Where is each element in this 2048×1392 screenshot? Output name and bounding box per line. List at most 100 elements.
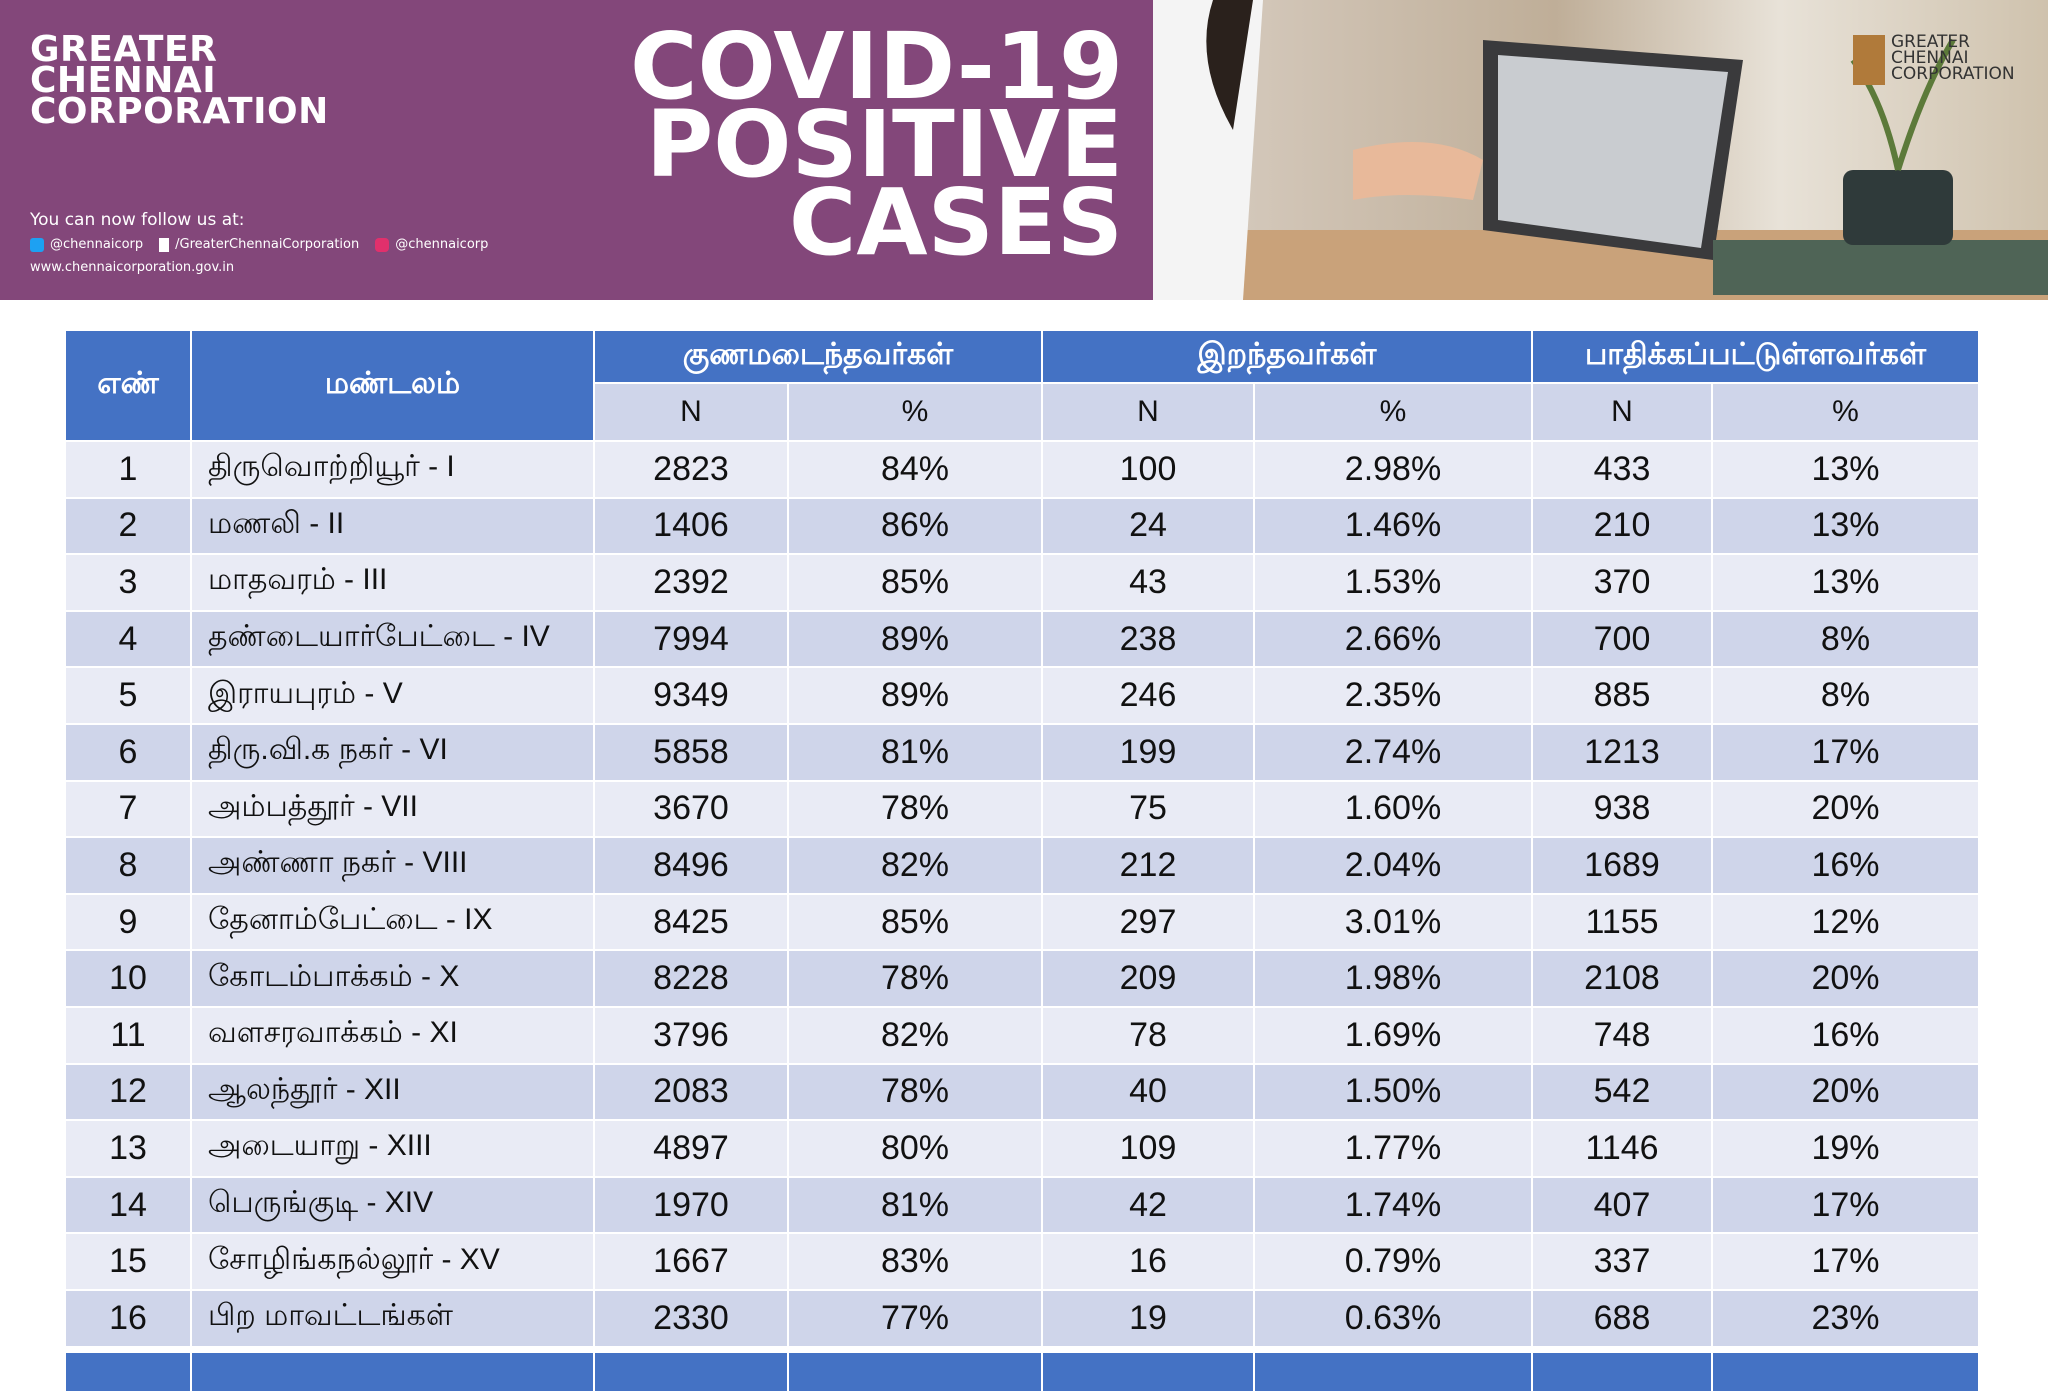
zone-cell: தேனாம்பேட்டை - IX bbox=[191, 893, 594, 951]
subheader: N bbox=[1042, 383, 1254, 441]
data-cell: 7 bbox=[65, 780, 191, 838]
data-cell: 885 bbox=[1532, 667, 1712, 724]
zone-cell: வளசரவாக்கம் - XI bbox=[191, 1007, 594, 1064]
zone-cell: பிற மாவட்டங்கள் bbox=[191, 1290, 594, 1347]
data-cell: 370 bbox=[1532, 554, 1712, 611]
data-cell: 4 bbox=[65, 610, 191, 668]
data-cell: 2.35% bbox=[1254, 667, 1532, 724]
data-cell: 78 bbox=[1042, 1007, 1254, 1064]
data-cell: 209 bbox=[1042, 950, 1254, 1007]
data-cell: 16% bbox=[1712, 837, 1979, 894]
data-cell: 84% bbox=[788, 441, 1042, 498]
data-cell: 1667 bbox=[594, 1233, 788, 1290]
data-cell: 1.53% bbox=[1254, 554, 1532, 611]
data-cell: 0.63% bbox=[1254, 1290, 1532, 1347]
total-row-cell bbox=[594, 1351, 788, 1392]
data-cell: 85% bbox=[788, 554, 1042, 611]
data-cell: 24 bbox=[1042, 497, 1254, 555]
data-cell: 2108 bbox=[1532, 950, 1712, 1007]
title-line: POSITIVE bbox=[645, 91, 1123, 198]
data-cell: 77% bbox=[788, 1290, 1042, 1347]
data-cell: 23% bbox=[1712, 1290, 1979, 1347]
data-cell: 85% bbox=[788, 893, 1042, 951]
data-cell: 0.79% bbox=[1254, 1233, 1532, 1290]
data-cell: 13 bbox=[65, 1120, 191, 1177]
data-cell: 2392 bbox=[594, 554, 788, 611]
data-cell: 2.66% bbox=[1254, 610, 1532, 668]
zone-cell: ஆலந்தூர் - XII bbox=[191, 1063, 594, 1121]
data-cell: 542 bbox=[1532, 1063, 1712, 1121]
data-cell: 246 bbox=[1042, 667, 1254, 724]
total-row-cell bbox=[191, 1351, 594, 1392]
data-cell: 8 bbox=[65, 837, 191, 894]
data-cell: 210 bbox=[1532, 497, 1712, 555]
data-cell: 1406 bbox=[594, 497, 788, 555]
data-cell: 212 bbox=[1042, 837, 1254, 894]
data-cell: 4897 bbox=[594, 1120, 788, 1177]
data-cell: 8% bbox=[1712, 667, 1979, 724]
title-line: COVID-19 bbox=[630, 13, 1123, 120]
data-cell: 40 bbox=[1042, 1063, 1254, 1121]
subheader: % bbox=[1254, 383, 1532, 441]
data-cell: 17% bbox=[1712, 1176, 1979, 1234]
data-cell: 1970 bbox=[594, 1176, 788, 1234]
zone-cell: மாதவரம் - III bbox=[191, 554, 594, 611]
data-cell: 82% bbox=[788, 837, 1042, 894]
data-cell: 42 bbox=[1042, 1176, 1254, 1234]
total-row-cell bbox=[1532, 1351, 1712, 1392]
pot bbox=[1843, 170, 1953, 245]
org-name: GREATER CHENNAI CORPORATION bbox=[30, 32, 329, 132]
data-cell: 7994 bbox=[594, 610, 788, 668]
data-cell: 19 bbox=[1042, 1290, 1254, 1347]
data-cell: 10 bbox=[65, 950, 191, 1007]
data-cell: 43 bbox=[1042, 554, 1254, 611]
data-cell: 748 bbox=[1532, 1007, 1712, 1064]
data-cell: 238 bbox=[1042, 610, 1254, 668]
zone-cell: சோழிங்கநல்லூர் - XV bbox=[191, 1233, 594, 1290]
data-cell: 2330 bbox=[594, 1290, 788, 1347]
zone-cell: அண்ணா நகர் - VIII bbox=[191, 837, 594, 894]
photo-illustration bbox=[1153, 0, 2048, 300]
org-line: CORPORATION bbox=[30, 91, 329, 132]
data-cell: 2.74% bbox=[1254, 724, 1532, 781]
data-cell: 1689 bbox=[1532, 837, 1712, 894]
zone-cell: திருவொற்றியூர் - I bbox=[191, 441, 594, 498]
group-header: குணமடைந்தவர்கள் bbox=[594, 330, 1042, 383]
data-cell: 20% bbox=[1712, 950, 1979, 1007]
logo-line: CHENNAI bbox=[1891, 48, 1969, 68]
data-cell: 100 bbox=[1042, 441, 1254, 498]
title-line: CASES bbox=[788, 169, 1123, 276]
data-cell: 1213 bbox=[1532, 724, 1712, 781]
data-cell: 8425 bbox=[594, 893, 788, 951]
logo-line: CORPORATION bbox=[1891, 64, 2015, 84]
subheader: % bbox=[1712, 383, 1979, 441]
total-row-cell bbox=[65, 1351, 191, 1392]
data-cell: 433 bbox=[1532, 441, 1712, 498]
data-cell: 9 bbox=[65, 893, 191, 951]
header-photo: GREATER CHENNAI CORPORATION bbox=[1153, 0, 2048, 300]
data-cell: 89% bbox=[788, 610, 1042, 668]
data-cell: 2.04% bbox=[1254, 837, 1532, 894]
data-cell: 11 bbox=[65, 1007, 191, 1064]
logo-emblem bbox=[1853, 35, 1885, 85]
data-cell: 17% bbox=[1712, 724, 1979, 781]
data-cell: 2823 bbox=[594, 441, 788, 498]
total-row-cell bbox=[1042, 1351, 1254, 1392]
data-cell: 16% bbox=[1712, 1007, 1979, 1064]
data-cell: 1.77% bbox=[1254, 1120, 1532, 1177]
zone-cell: அடையாறு - XIII bbox=[191, 1120, 594, 1177]
data-cell: 1.60% bbox=[1254, 780, 1532, 838]
subheader: N bbox=[1532, 383, 1712, 441]
facebook-handle: /GreaterChennaiCorporation bbox=[175, 237, 360, 252]
data-cell: 3.01% bbox=[1254, 893, 1532, 951]
data-cell: 1146 bbox=[1532, 1120, 1712, 1177]
data-cell: 2.98% bbox=[1254, 441, 1532, 498]
zone-cell: அம்பத்தூர் - VII bbox=[191, 780, 594, 838]
follow-text: You can now follow us at: bbox=[30, 210, 245, 230]
facebook-icon bbox=[159, 237, 170, 252]
data-cell: 20% bbox=[1712, 780, 1979, 838]
data-cell: 81% bbox=[788, 724, 1042, 781]
data-cell: 78% bbox=[788, 950, 1042, 1007]
